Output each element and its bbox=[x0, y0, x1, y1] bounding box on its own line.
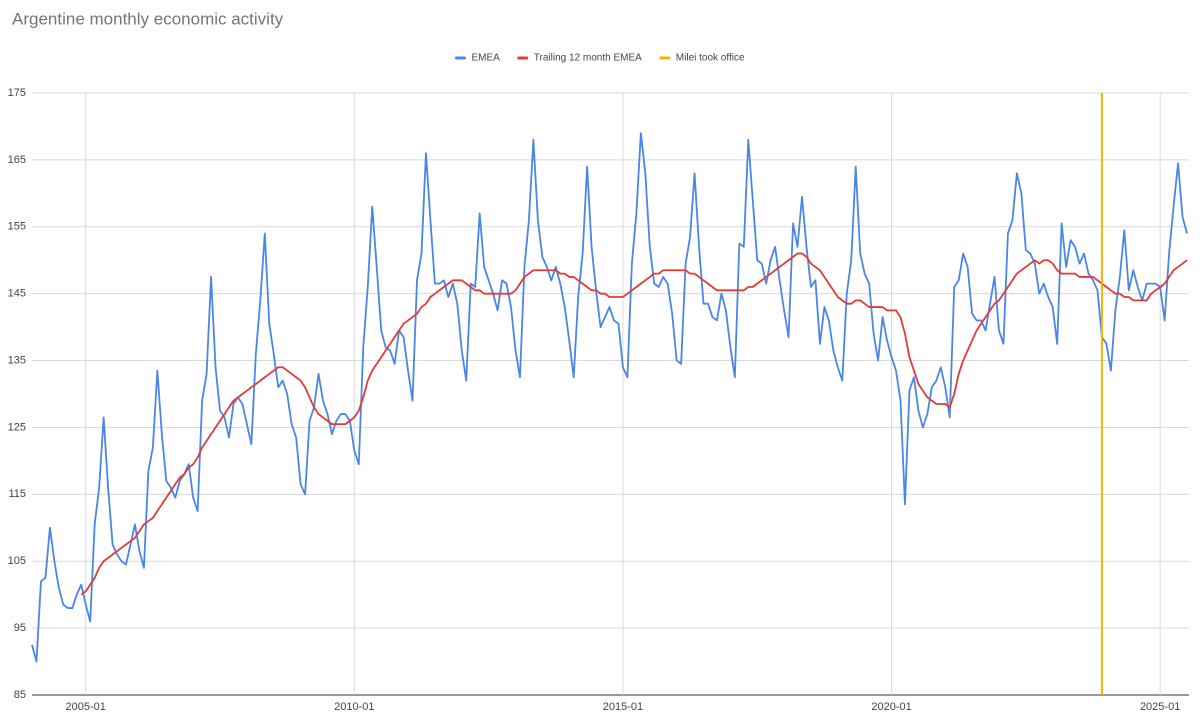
plot bbox=[31, 93, 1188, 695]
y-tick-label: 155 bbox=[8, 221, 26, 233]
legend: EMEA Trailing 12 month EMEA Milei took off… bbox=[454, 53, 745, 64]
y-tick-label: 115 bbox=[8, 488, 26, 500]
chart-title: Argentine monthly economic activity bbox=[12, 9, 284, 28]
x-tick-label: 2015-01 bbox=[603, 701, 643, 713]
series-line bbox=[31, 132, 1188, 663]
y-tick-label: 165 bbox=[8, 154, 26, 166]
x-tick-label: 2010-01 bbox=[334, 701, 374, 713]
x-tick-label: 2025-01 bbox=[1140, 701, 1180, 713]
y-tick-label: 95 bbox=[14, 622, 26, 634]
legend-label: Trailing 12 month EMEA bbox=[534, 53, 642, 64]
legend-label: EMEA bbox=[471, 53, 500, 64]
legend-label: Milei took office bbox=[676, 53, 745, 64]
y-tick-label: 145 bbox=[8, 288, 26, 300]
series-line bbox=[80, 252, 1188, 596]
y-tick-label: 135 bbox=[8, 354, 26, 366]
y-tick-label: 125 bbox=[8, 421, 26, 433]
y-tick-label: 175 bbox=[8, 87, 26, 99]
x-tick-label: 2020-01 bbox=[871, 701, 911, 713]
grid bbox=[32, 92, 1189, 696]
y-tick-label: 85 bbox=[14, 689, 26, 701]
y-tick-label: 105 bbox=[8, 555, 26, 567]
x-tick-label: 2005-01 bbox=[66, 701, 106, 713]
